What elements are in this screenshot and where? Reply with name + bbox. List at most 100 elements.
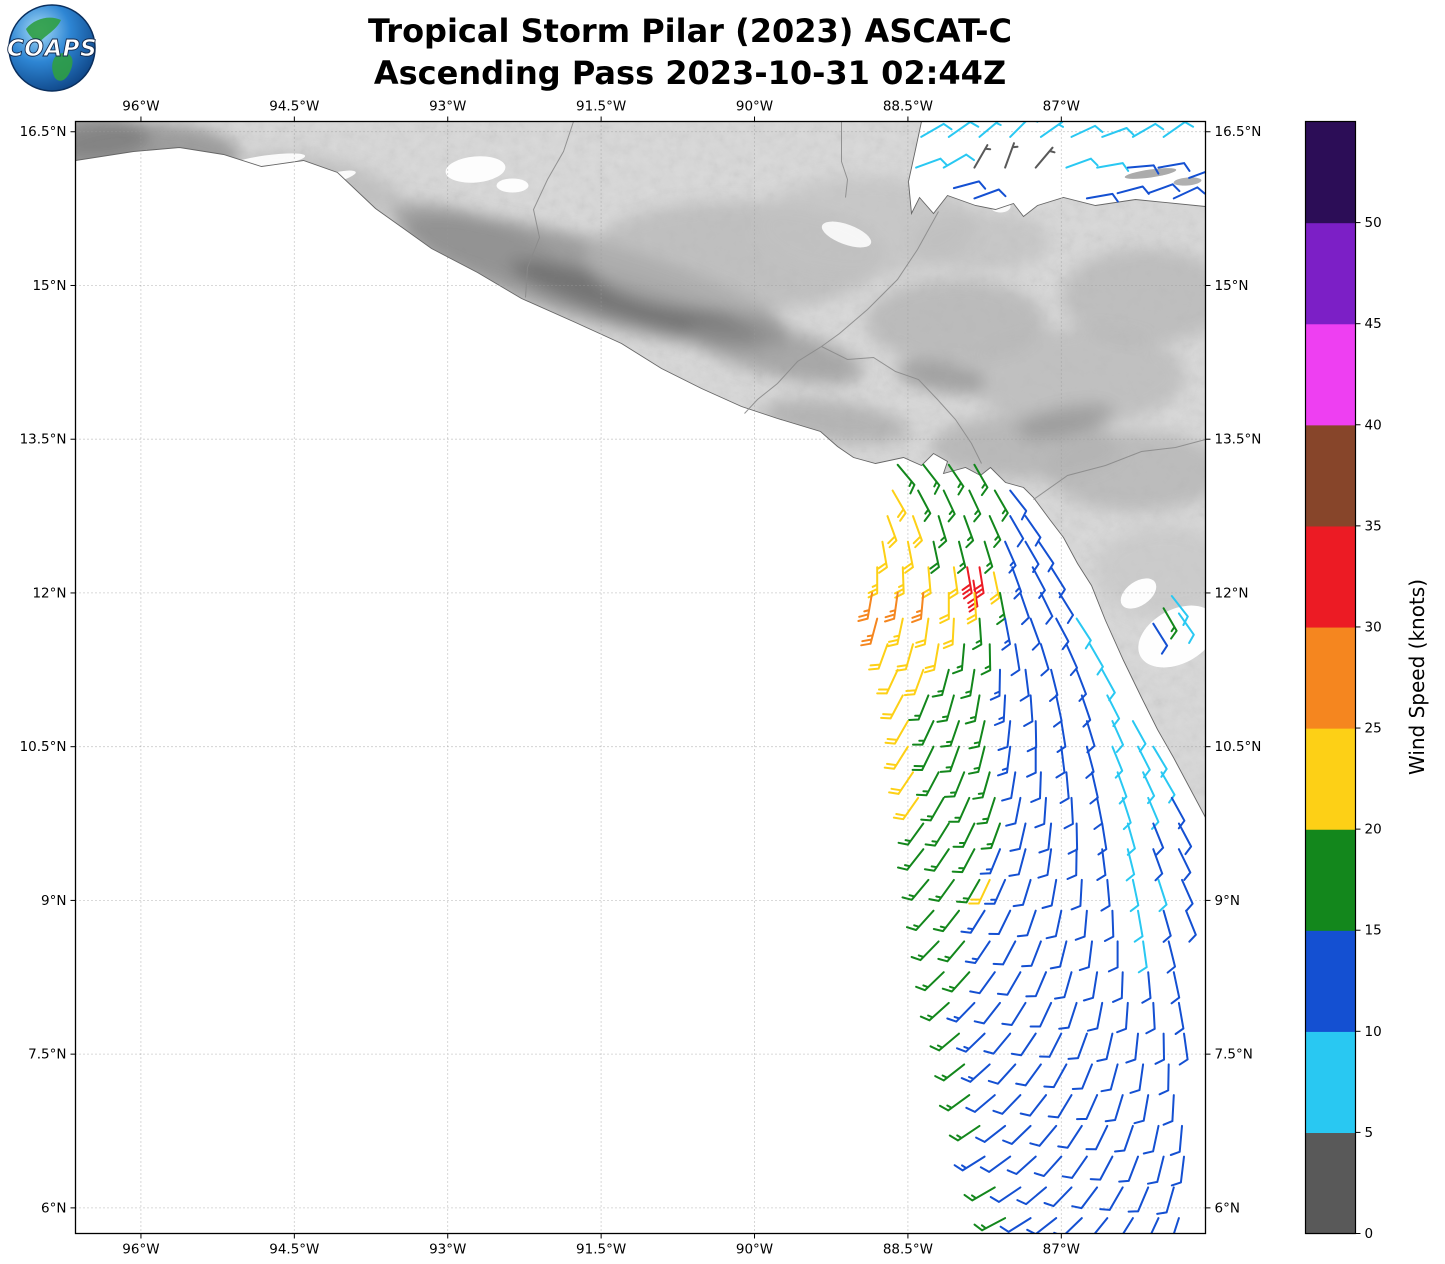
wind-barb — [999, 1217, 1032, 1233]
wind-barb — [891, 489, 907, 522]
wind-barb — [1156, 1186, 1175, 1215]
wind-barb — [989, 1186, 1022, 1203]
wind-barb — [920, 796, 945, 822]
wind-barb — [923, 848, 950, 872]
wind-barb — [928, 878, 955, 902]
wind-barb — [1026, 745, 1037, 778]
wind-barb — [1107, 940, 1119, 973]
wind-barb — [1085, 192, 1119, 203]
wind-barb — [951, 848, 976, 874]
wind-barb — [1043, 1186, 1073, 1208]
colorbar-band — [1305, 626, 1356, 729]
wind-barb — [1053, 694, 1063, 728]
country-borders — [525, 121, 1206, 500]
wind-barb — [1125, 1032, 1139, 1064]
wind-barb — [920, 122, 953, 138]
wind-barb — [1038, 822, 1053, 854]
x-tick-label-bottom: 94.5°W — [269, 1242, 319, 1258]
wind-barb — [984, 878, 1007, 905]
wind-barb — [953, 1155, 986, 1172]
wind-barb — [1122, 1217, 1134, 1234]
wind-barb — [936, 694, 955, 723]
wind-barb — [1065, 157, 1099, 169]
wind-barb — [867, 566, 879, 599]
wind-barb — [1009, 489, 1028, 521]
wind-barb — [1178, 1032, 1189, 1066]
page-title: Tropical Storm Pilar (2023) ASCAT-C — [368, 12, 1012, 50]
wind-barb — [964, 940, 991, 964]
wind-barb — [964, 694, 981, 725]
wind-barb — [973, 566, 985, 600]
wind-barb — [1150, 1217, 1160, 1234]
border-belize-guatemala — [841, 121, 849, 198]
wind-barb — [1088, 643, 1104, 676]
wind-barbs — [857, 121, 1206, 1234]
wind-barb — [1009, 822, 1027, 852]
wind-barb — [973, 1001, 1001, 1025]
colorbar-tick-label: 40 — [1365, 417, 1382, 433]
wind-barb — [922, 463, 941, 495]
wind-barb — [969, 971, 996, 995]
wind-barb — [1085, 1124, 1109, 1151]
logo-continent-north — [26, 17, 61, 44]
colorbar-band — [1305, 728, 1356, 830]
wind-barb — [1162, 121, 1195, 138]
wind-barb — [993, 489, 1009, 522]
wind-barb — [1004, 142, 1019, 169]
x-tick-label-top: 87°W — [1043, 99, 1080, 115]
wind-barb — [988, 909, 1012, 935]
wind-barb — [966, 591, 978, 625]
wind-barb — [1019, 1094, 1047, 1117]
wind-barb — [924, 822, 950, 847]
wind-barb — [1111, 720, 1124, 753]
wind-barb — [972, 617, 983, 651]
wind-barb — [884, 591, 899, 623]
wind-barb — [1185, 909, 1197, 943]
wind-barb — [1147, 796, 1160, 830]
y-tick-label-left: 13.5°N — [20, 432, 67, 448]
wind-barb — [868, 643, 889, 671]
axis-ticks-and-labels: 96°W 96°W 94.5°W 94.5°W 93°W 93°W 91.5°W 91.5°W… — [20, 99, 1262, 1258]
y-tick-label-right: 9°N — [1215, 893, 1240, 909]
wind-barb — [884, 720, 909, 745]
colorbar-band — [1305, 222, 1356, 325]
wind-barb — [1152, 822, 1165, 856]
wind-barb — [952, 643, 966, 675]
wind-barb — [937, 515, 948, 549]
wind-barb — [911, 745, 935, 771]
wind-barb — [1104, 1094, 1124, 1123]
wind-barb — [1047, 1094, 1073, 1119]
wind-barb — [887, 617, 904, 648]
wind-barb — [973, 144, 992, 169]
wind-barb — [1009, 515, 1025, 548]
wind-barb — [997, 745, 1012, 777]
wind-barb — [961, 566, 973, 600]
wind-barb — [937, 940, 966, 963]
wind-barb — [915, 157, 949, 169]
wind-barb — [1037, 848, 1053, 879]
wind-barb — [1125, 848, 1136, 882]
wind-barb — [914, 617, 930, 649]
wind-barb — [960, 909, 986, 934]
wind-barb — [948, 1124, 981, 1142]
wind-barb — [912, 515, 923, 549]
wind-barb — [929, 1032, 960, 1052]
wind-barb — [1170, 1155, 1185, 1187]
colorbar-tick-label: 0 — [1365, 1226, 1374, 1242]
wind-barb — [1005, 796, 1022, 827]
wind-barb — [997, 720, 1012, 751]
colorbar-title: Wind Speed (knots) — [1405, 579, 1429, 775]
colorbar-tick-label: 45 — [1365, 316, 1382, 332]
colorbar-tick-label: 15 — [1365, 923, 1382, 939]
x-tick-label-bottom: 96°W — [122, 1242, 159, 1258]
y-tick-label-left: 9°N — [41, 893, 66, 909]
wind-barb — [1049, 940, 1068, 970]
wind-barb — [952, 822, 976, 848]
colorbar-band — [1305, 1031, 1356, 1134]
coaps-logo: COAPS — [6, 4, 97, 92]
border-elsalvador-honduras — [821, 346, 982, 464]
x-tick-label-bottom: 93°W — [429, 1242, 466, 1258]
wind-barb — [947, 463, 965, 496]
wind-barb — [996, 591, 1006, 626]
